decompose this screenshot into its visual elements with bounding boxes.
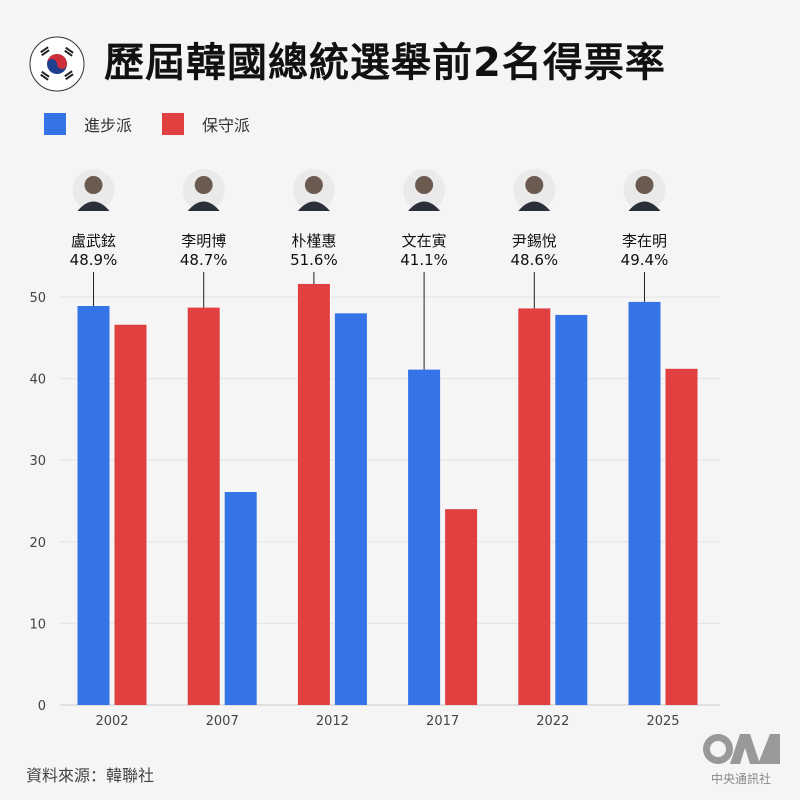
x-tick-label: 2022 bbox=[536, 714, 569, 729]
legend: 進步派 保守派 bbox=[44, 112, 250, 136]
winner-name: 尹錫悅 bbox=[512, 232, 557, 250]
winner-percent: 49.4% bbox=[621, 251, 669, 269]
bar-2012-conservative bbox=[297, 283, 330, 705]
winner-percent: 48.6% bbox=[510, 251, 558, 269]
winner-percent: 48.9% bbox=[70, 251, 118, 269]
y-tick-label: 20 bbox=[29, 536, 46, 551]
y-tick-label: 0 bbox=[38, 699, 46, 714]
bar-2012-progressive bbox=[334, 313, 367, 705]
source-note: 資料來源：韓聯社 bbox=[26, 766, 155, 785]
winner-name: 文在寅 bbox=[402, 232, 447, 250]
bar-2007-progressive bbox=[224, 492, 257, 705]
legend-swatch-progressive bbox=[44, 113, 66, 135]
legend-label-progressive: 進步派 bbox=[84, 116, 133, 135]
x-tick-label: 2012 bbox=[316, 714, 349, 729]
x-tick-label: 2007 bbox=[206, 714, 239, 729]
bar-2025-conservative bbox=[665, 368, 698, 705]
x-tick-label: 2025 bbox=[646, 714, 679, 729]
winner-name: 朴槿惠 bbox=[291, 232, 336, 250]
candidate-photo-face bbox=[415, 176, 434, 194]
candidate-photo-suit bbox=[187, 201, 220, 211]
y-tick-label: 40 bbox=[29, 373, 46, 388]
winner-percent: 41.1% bbox=[400, 251, 448, 269]
candidate-photo-face bbox=[635, 176, 654, 194]
candidate-photo-suit bbox=[297, 201, 330, 211]
bar-2002-conservative bbox=[114, 324, 147, 705]
y-tick-label: 50 bbox=[29, 291, 46, 306]
candidate-photo-face bbox=[525, 176, 544, 194]
page-title: 歷屆韓國總統選舉前2名得票率 bbox=[104, 40, 666, 86]
legend-label-conservative: 保守派 bbox=[202, 116, 251, 135]
cna-logo-text: 中央通訊社 bbox=[710, 772, 771, 786]
bar-2007-conservative bbox=[187, 307, 220, 705]
winner-name: 李明博 bbox=[181, 232, 226, 250]
cna-logo: 中央通訊社 bbox=[700, 730, 782, 786]
bar-2017-conservative bbox=[445, 509, 478, 705]
bar-2022-progressive bbox=[555, 314, 588, 705]
winner-name: 盧武鉉 bbox=[71, 232, 116, 250]
bar-2025-progressive bbox=[628, 301, 661, 705]
y-tick-label: 30 bbox=[29, 454, 46, 469]
winner-percent: 48.7% bbox=[180, 251, 228, 269]
candidate-photo-suit bbox=[408, 201, 441, 211]
cna-logo-icon bbox=[703, 734, 780, 764]
candidate-photo-face bbox=[304, 176, 323, 194]
bar-2022-conservative bbox=[518, 308, 551, 705]
candidate-photo-face bbox=[84, 176, 103, 194]
candidate-photo-face bbox=[194, 176, 213, 194]
y-tick-label: 10 bbox=[29, 617, 46, 632]
winner-name: 李在明 bbox=[622, 232, 667, 250]
candidate-photo-suit bbox=[628, 201, 661, 211]
bar-2017-progressive bbox=[408, 369, 441, 705]
bar-2002-progressive bbox=[77, 305, 110, 705]
candidate-photo-suit bbox=[518, 201, 551, 211]
candidate-photo-suit bbox=[77, 201, 110, 211]
x-tick-label: 2017 bbox=[426, 714, 459, 729]
legend-swatch-conservative bbox=[162, 113, 185, 135]
winner-percent: 51.6% bbox=[290, 251, 338, 269]
x-tick-label: 2002 bbox=[95, 714, 128, 729]
korea-flag-icon bbox=[29, 36, 85, 92]
